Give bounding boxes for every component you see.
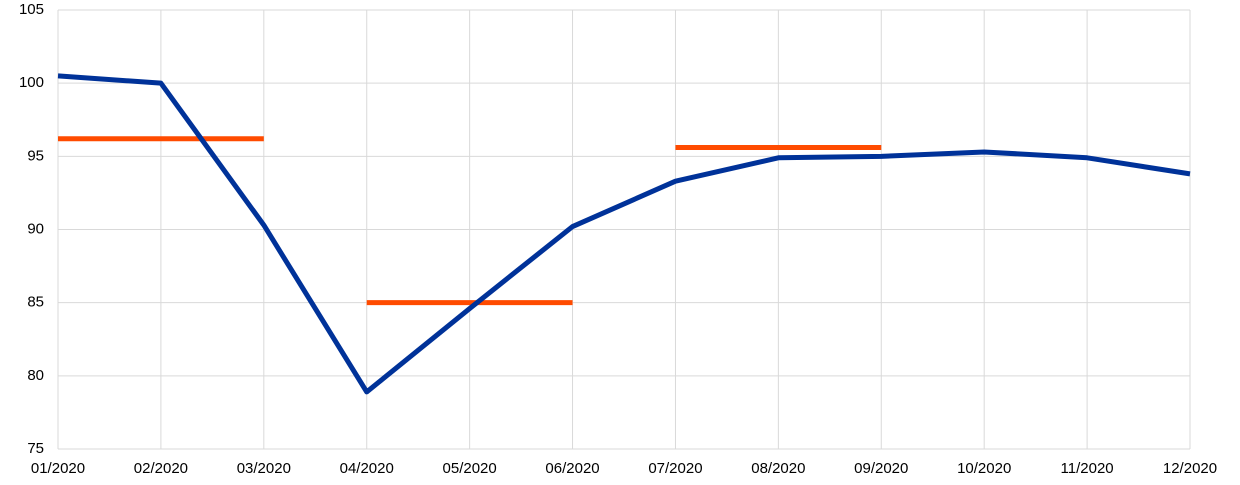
y-tick-label: 85 bbox=[27, 294, 44, 311]
x-tick-label: 08/2020 bbox=[751, 460, 805, 477]
series-line bbox=[57, 73, 1191, 395]
x-tick-label: 10/2020 bbox=[957, 460, 1011, 477]
x-tick-label: 09/2020 bbox=[854, 460, 908, 477]
x-tick-label: 11/2020 bbox=[1061, 460, 1114, 477]
y-tick-label: 95 bbox=[27, 147, 44, 164]
x-tick-label: 06/2020 bbox=[545, 460, 599, 477]
y-tick-label: 100 bbox=[19, 74, 44, 91]
x-tick-label: 07/2020 bbox=[648, 460, 702, 477]
x-tick-label: 02/2020 bbox=[134, 460, 188, 477]
x-tick-label: 05/2020 bbox=[443, 460, 497, 477]
x-tick-label: 01/2020 bbox=[31, 460, 85, 477]
x-tick-label: 03/2020 bbox=[237, 460, 291, 477]
y-tick-label: 80 bbox=[27, 367, 44, 384]
y-tick-label: 105 bbox=[19, 1, 44, 18]
y-tick-label: 75 bbox=[27, 440, 44, 457]
x-tick-label: 04/2020 bbox=[340, 460, 394, 477]
y-tick-label: 90 bbox=[27, 220, 44, 237]
x-tick-label: 12/2020 bbox=[1163, 460, 1217, 477]
